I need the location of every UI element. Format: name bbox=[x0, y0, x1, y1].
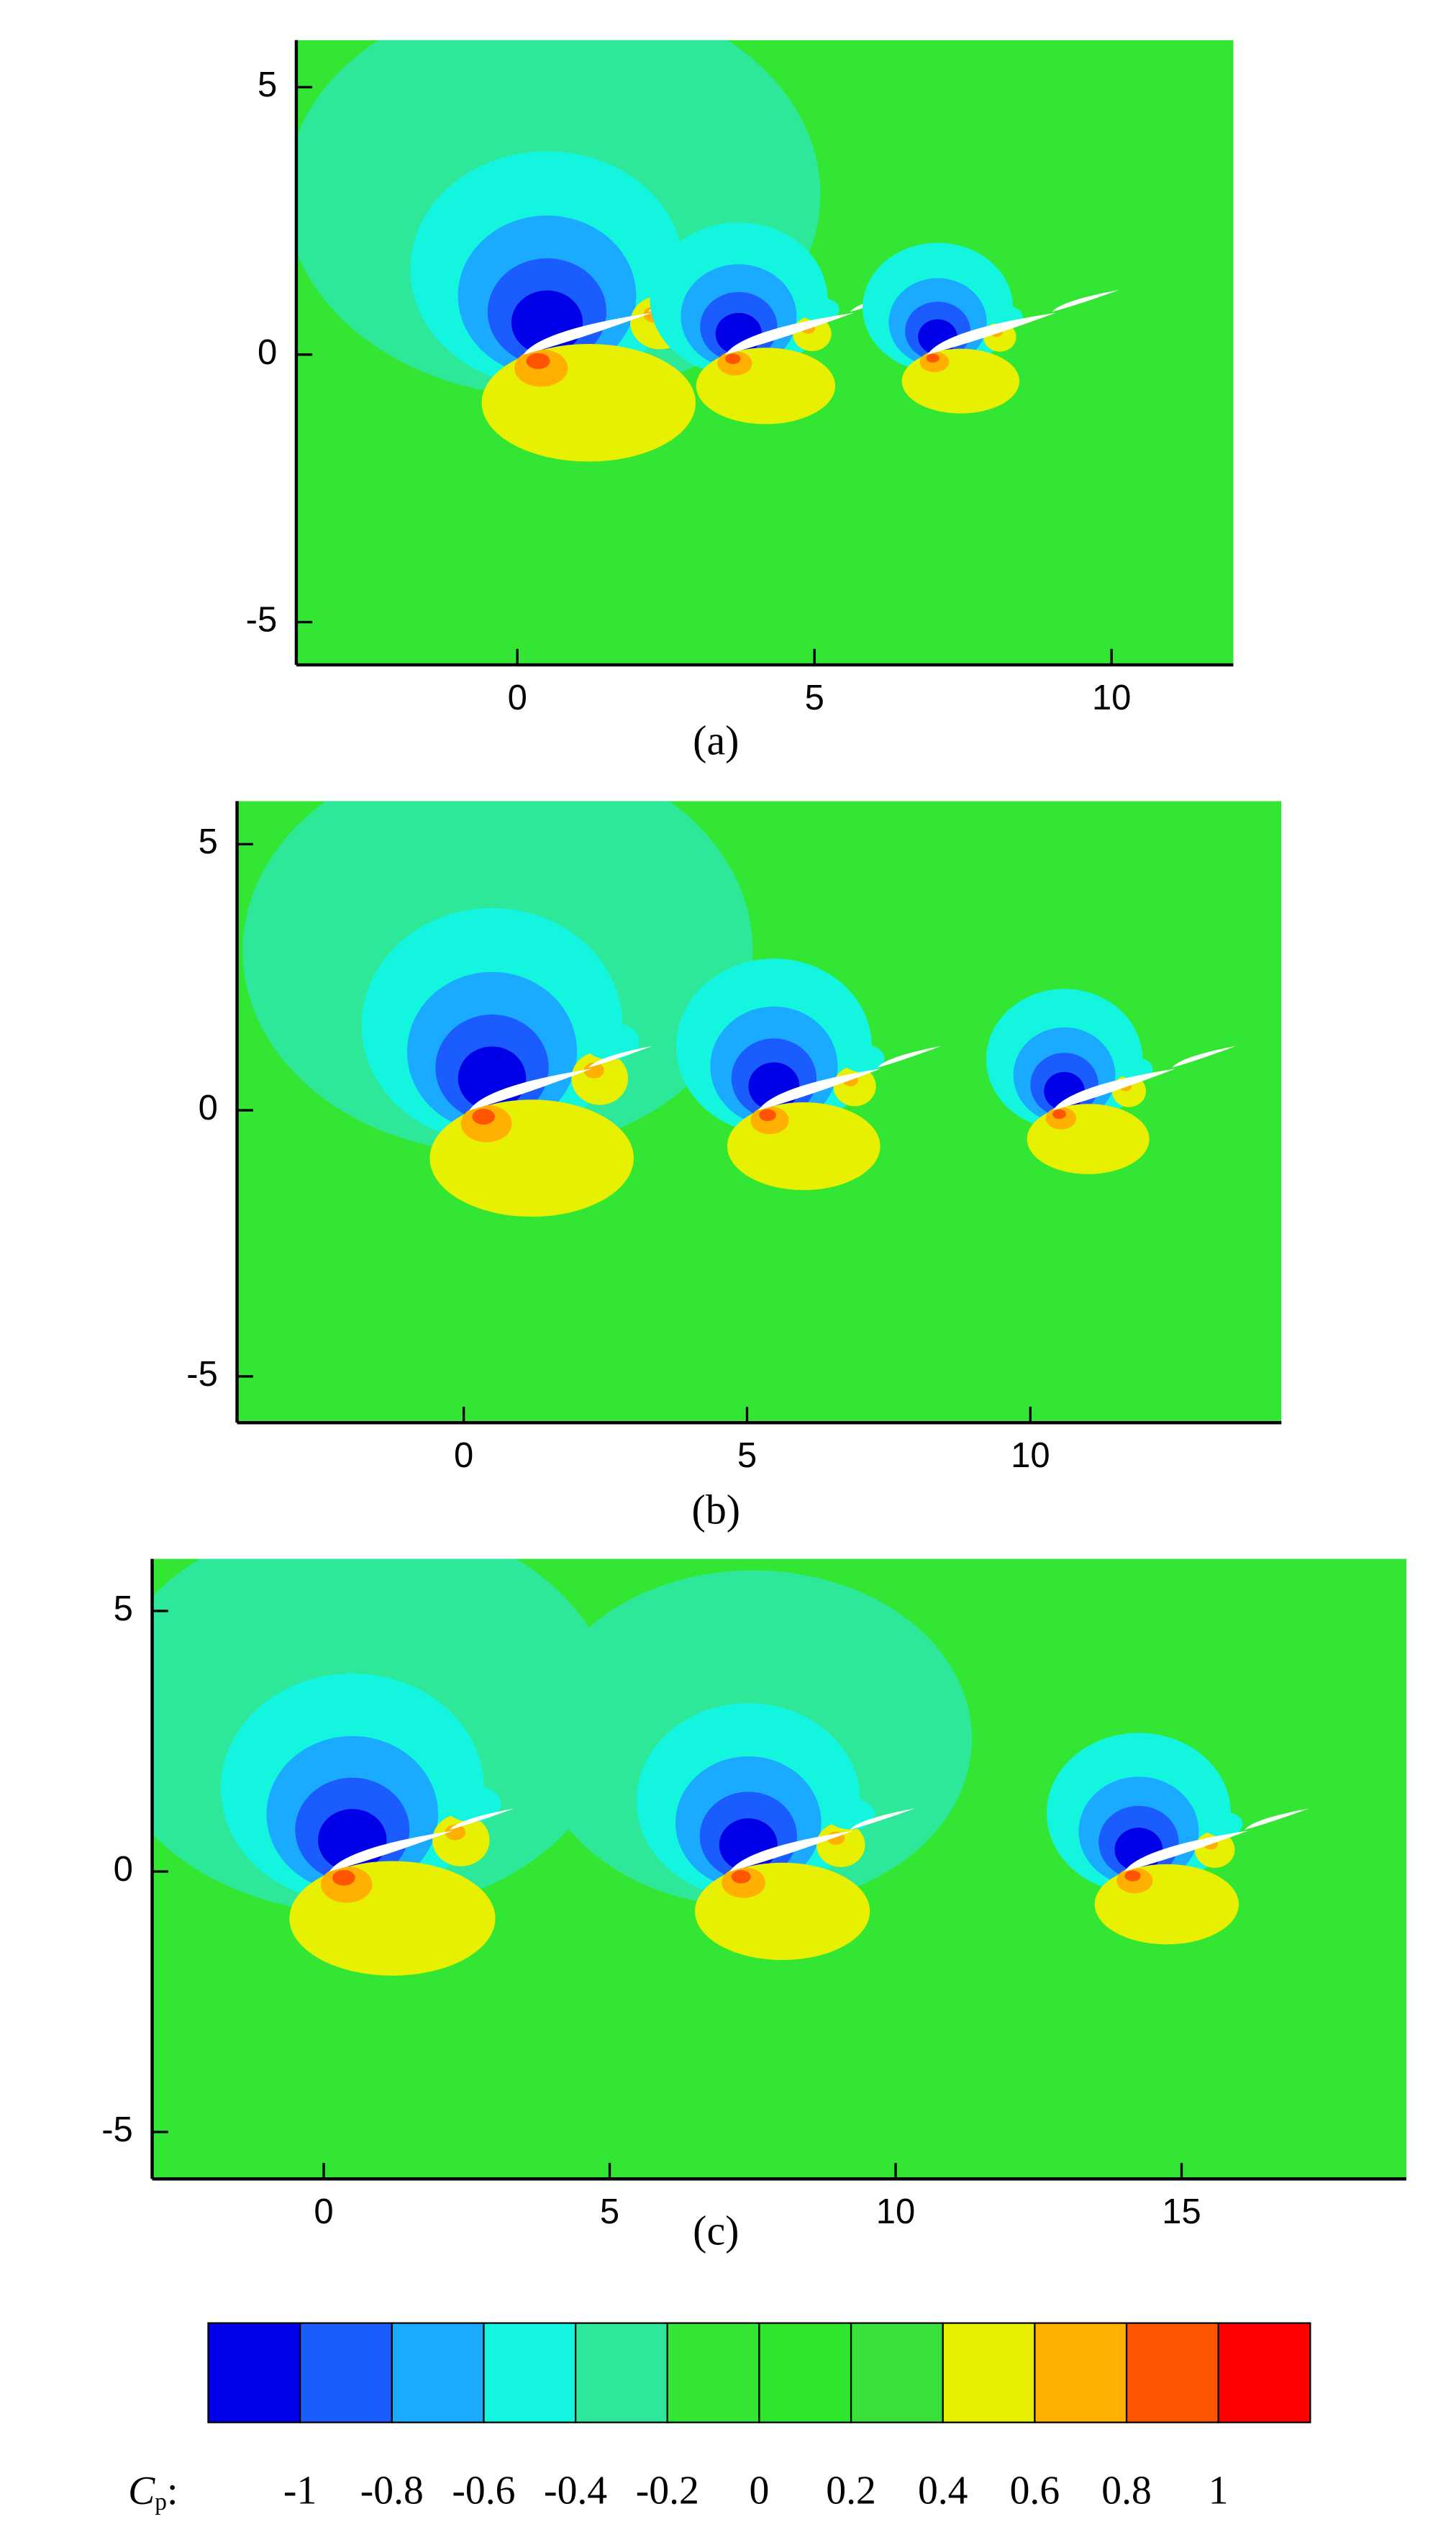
colorbar-label: 0.4 bbox=[918, 2469, 968, 2513]
color-box bbox=[1217, 2322, 1311, 2423]
colorbar-label: 0.2 bbox=[826, 2469, 876, 2513]
airfoil bbox=[1172, 1045, 1237, 1068]
airfoil bbox=[725, 312, 854, 355]
color-box bbox=[574, 2322, 668, 2423]
y-tick-label: 0 bbox=[114, 1850, 133, 1889]
pressure-contour bbox=[1027, 1104, 1150, 1174]
pressure-contour bbox=[445, 1824, 466, 1841]
pressure-contour bbox=[583, 1022, 640, 1060]
colorbar-label: 0.6 bbox=[1010, 2469, 1060, 2513]
airfoil bbox=[449, 1808, 514, 1830]
color-box bbox=[1125, 2322, 1219, 2423]
color-box bbox=[391, 2322, 485, 2423]
pressure-contour bbox=[816, 1823, 865, 1867]
airfoil bbox=[469, 1068, 592, 1111]
pressure-contour bbox=[571, 1051, 629, 1105]
pressure-contour bbox=[1124, 1870, 1141, 1882]
pressure-contour bbox=[472, 1108, 495, 1125]
pressure-contour bbox=[432, 1814, 490, 1866]
colorbar-label: -0.2 bbox=[636, 2469, 699, 2513]
y-tick-label: 5 bbox=[258, 65, 277, 104]
airfoil bbox=[877, 1045, 942, 1068]
airfoil bbox=[523, 312, 652, 355]
color-box bbox=[758, 2322, 852, 2423]
plot-area bbox=[296, 40, 1234, 666]
pressure-contour bbox=[926, 353, 939, 363]
color-box bbox=[207, 2322, 301, 2423]
panel-caption: (a) bbox=[693, 717, 739, 764]
x-tick-label: 5 bbox=[737, 1436, 757, 1475]
x-tick-label: 10 bbox=[1011, 1436, 1050, 1475]
colorbar-label: 0.8 bbox=[1101, 2469, 1152, 2513]
pressure-contour bbox=[1202, 1811, 1243, 1837]
color-box bbox=[666, 2322, 760, 2423]
pressure-contour bbox=[696, 348, 836, 425]
pressure-contour bbox=[583, 1062, 604, 1079]
pressure-contour bbox=[526, 353, 550, 369]
y-tick-label: -5 bbox=[186, 1355, 218, 1394]
airfoil bbox=[758, 1068, 881, 1111]
colorbar-label: 1 bbox=[1209, 2469, 1229, 2513]
x-tick-label: 0 bbox=[508, 679, 527, 717]
airfoil bbox=[1052, 290, 1119, 312]
airfoil bbox=[1244, 1808, 1309, 1830]
pressure-contour bbox=[1052, 1109, 1066, 1120]
pressure-contour bbox=[443, 1785, 501, 1823]
colorbar-label: -0.4 bbox=[544, 2469, 607, 2513]
x-tick-label: 0 bbox=[314, 2192, 333, 2231]
y-tick-label: 5 bbox=[114, 1589, 133, 1628]
airfoil bbox=[927, 312, 1056, 355]
y-tick-label: -5 bbox=[101, 2110, 133, 2149]
x-tick-label: 10 bbox=[876, 2192, 915, 2231]
pressure-contour bbox=[731, 1870, 751, 1884]
y-tick-label: 0 bbox=[258, 333, 277, 372]
airfoil bbox=[1052, 1068, 1176, 1111]
pressure-contour bbox=[759, 1109, 776, 1122]
pressure-contour bbox=[429, 1099, 634, 1217]
panel-caption: (b) bbox=[692, 1486, 740, 1533]
pressure-contour bbox=[727, 1102, 881, 1191]
color-box bbox=[850, 2322, 944, 2423]
airfoil bbox=[1124, 1830, 1248, 1871]
airfoil bbox=[850, 1808, 915, 1830]
pressure-contour bbox=[481, 343, 696, 462]
panel-caption: (c) bbox=[693, 2207, 739, 2254]
x-tick-label: 0 bbox=[454, 1436, 473, 1475]
x-tick-label: 15 bbox=[1162, 2192, 1201, 2231]
pressure-contour bbox=[901, 348, 1020, 414]
subscript: p bbox=[155, 2489, 167, 2515]
colorbar-label: -0.8 bbox=[360, 2469, 424, 2513]
colorbar-title: Cp: bbox=[128, 2469, 178, 2515]
y-tick-label: 0 bbox=[199, 1089, 218, 1127]
pressure-contour bbox=[800, 297, 840, 322]
colorbar-label: 0 bbox=[750, 2469, 770, 2513]
colorbar-label: -0.6 bbox=[452, 2469, 515, 2513]
airfoil bbox=[329, 1830, 453, 1871]
plot-area bbox=[152, 1558, 1406, 2179]
pressure-contour bbox=[289, 1861, 496, 1976]
y-tick-label: -5 bbox=[246, 601, 278, 640]
x-tick-label: 5 bbox=[600, 2192, 619, 2231]
x-tick-label: 5 bbox=[805, 679, 824, 717]
airfoil bbox=[588, 1045, 652, 1068]
x-tick-label: 10 bbox=[1092, 679, 1131, 717]
y-tick-label: 5 bbox=[199, 822, 218, 861]
suffix: : bbox=[167, 2469, 178, 2513]
plot-area bbox=[237, 801, 1282, 1423]
pressure-contour bbox=[826, 1798, 875, 1830]
color-box bbox=[299, 2322, 393, 2423]
pressure-contour bbox=[332, 1869, 355, 1886]
pressure-contour bbox=[842, 1044, 885, 1073]
symbol: C bbox=[128, 2469, 155, 2513]
color-box bbox=[483, 2322, 577, 2423]
pressure-contour bbox=[694, 1862, 870, 1961]
colorbar-label: -1 bbox=[283, 2469, 317, 2513]
pressure-contour bbox=[1094, 1864, 1239, 1945]
airfoil bbox=[729, 1830, 854, 1871]
pressure-contour bbox=[725, 353, 741, 364]
color-box bbox=[942, 2322, 1036, 2423]
color-box bbox=[1034, 2322, 1128, 2423]
